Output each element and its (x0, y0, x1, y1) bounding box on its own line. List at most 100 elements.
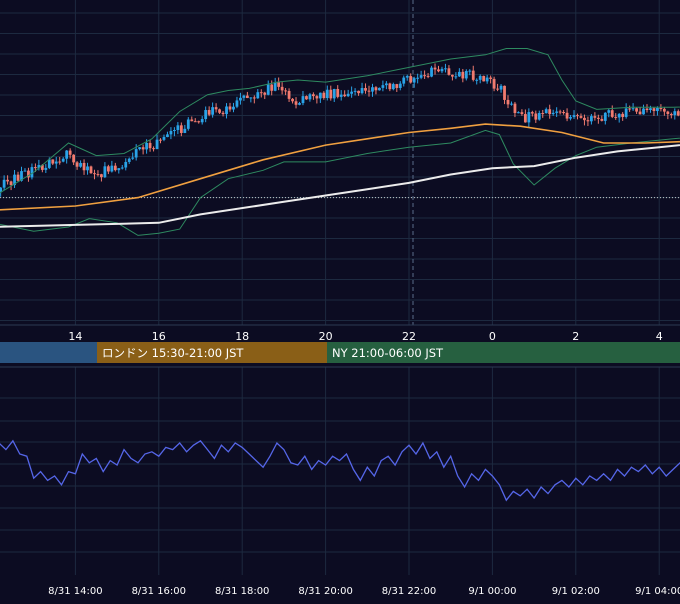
candle-body (353, 90, 357, 92)
candle (218, 108, 221, 115)
candle-body (40, 165, 44, 170)
candle (523, 109, 527, 123)
candle-body (412, 78, 416, 83)
candle (186, 117, 190, 131)
candle (131, 152, 135, 160)
candle (113, 162, 117, 172)
candle (138, 147, 142, 151)
candle-body (96, 174, 100, 176)
candle-body (225, 106, 228, 115)
candle (353, 88, 357, 96)
candle (277, 77, 281, 91)
candle (506, 95, 510, 109)
candle (437, 65, 440, 73)
candle-body (110, 165, 114, 172)
candle (652, 107, 656, 116)
candle (308, 92, 312, 102)
candle (590, 113, 593, 125)
price-x-tick-label: 16 (152, 330, 166, 343)
candle-body (100, 174, 103, 178)
candle-body (61, 158, 65, 162)
candle-body (656, 108, 659, 112)
candle-body (544, 109, 548, 114)
candle (482, 75, 486, 82)
candle (30, 163, 34, 180)
candle-body (228, 106, 232, 110)
candle-body (34, 167, 37, 169)
candle-body (395, 84, 399, 88)
candle (16, 171, 20, 183)
candle (72, 154, 76, 166)
candle (280, 82, 284, 95)
candle (360, 82, 364, 95)
candle (190, 116, 194, 122)
candle (642, 104, 645, 115)
price-pane[interactable]: 14 16 18 20 22 0 2 4 (0, 0, 680, 343)
candle (395, 83, 399, 92)
candle (614, 113, 618, 120)
candle (402, 75, 406, 87)
candle (239, 92, 242, 105)
candle (600, 115, 604, 122)
candle-body (263, 92, 267, 95)
candle-body (312, 94, 315, 97)
candle-body (659, 108, 663, 110)
candle (471, 65, 475, 82)
candle (384, 81, 388, 90)
candle (176, 122, 180, 135)
session-band (97, 342, 327, 363)
candle (82, 159, 86, 175)
bollinger-upper-line (0, 48, 680, 194)
oscillator-pane[interactable]: 8/31 14:00 8/31 16:00 8/31 18:00 8/31 20:00… (0, 366, 680, 597)
candle (405, 74, 409, 81)
candle-body (607, 110, 611, 113)
candle-body (291, 98, 294, 102)
bollinger-lower-line (0, 129, 680, 236)
candle (596, 114, 600, 124)
candle-body (190, 119, 194, 122)
candle (166, 131, 169, 138)
candle-body (496, 88, 499, 90)
candle-body (471, 70, 475, 80)
candle-body (662, 108, 666, 112)
candle-body (336, 88, 340, 97)
candle (106, 164, 110, 175)
candle (58, 156, 62, 165)
candle-body (30, 167, 34, 178)
candle-body (270, 84, 274, 91)
candle (200, 116, 204, 125)
candle (593, 112, 597, 121)
candle-body (134, 149, 138, 158)
candle-body (433, 67, 437, 70)
candle-body (447, 68, 451, 75)
candle (225, 103, 228, 119)
candle-body (20, 171, 23, 181)
candle-body (416, 77, 420, 79)
candle (127, 157, 131, 164)
candle-body (232, 106, 235, 110)
candle-body (454, 76, 458, 78)
candle-body (489, 77, 493, 79)
candle (367, 85, 371, 97)
candle-body (350, 91, 354, 94)
candle-body (510, 103, 513, 105)
candle (621, 112, 625, 121)
candle (75, 161, 79, 170)
candle (152, 146, 155, 152)
candle (325, 85, 329, 101)
candle-body (9, 181, 13, 186)
candle-body (576, 115, 579, 117)
candle (562, 110, 565, 115)
candle (378, 87, 381, 91)
candle (583, 114, 586, 126)
candle-body (374, 87, 378, 91)
candle-body (301, 96, 305, 104)
candle (141, 144, 145, 155)
session-bar: ロンドン 15:30-21:00 JST NY 21:00-06:00 JST (0, 342, 680, 363)
candle (65, 150, 69, 164)
candle-body (166, 134, 169, 138)
candle-body (58, 161, 62, 163)
candle (416, 73, 420, 84)
candle-body (676, 111, 680, 116)
